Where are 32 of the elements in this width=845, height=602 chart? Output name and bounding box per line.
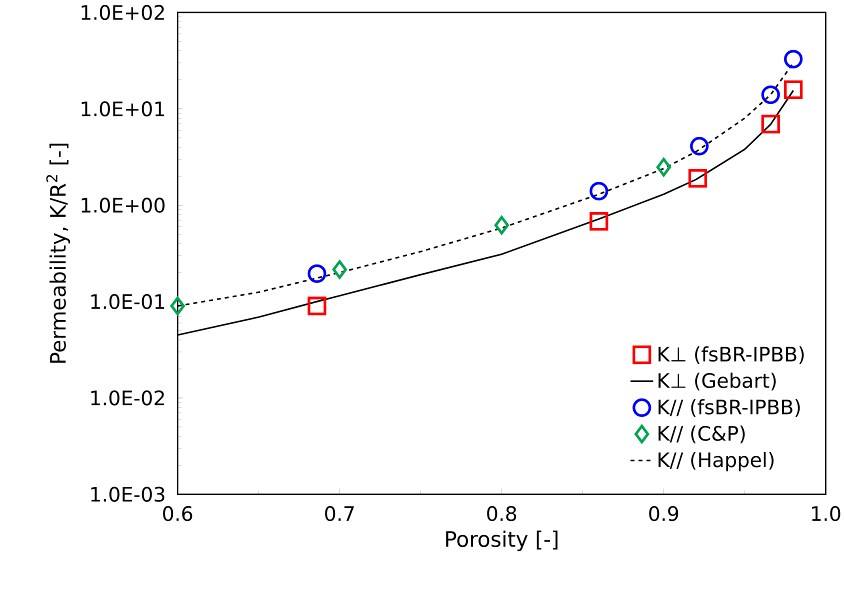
point: [784, 80, 803, 99]
point: [688, 169, 708, 188]
y-axis-title: Permeability, K/R$^{2}$ [-]: [46, 144, 70, 363]
x-tick-label: 1.0: [812, 506, 840, 522]
point: [656, 158, 672, 176]
legend-label: K⊥ (Gebart): [658, 372, 776, 390]
x-tick-label: 0.9: [649, 506, 678, 522]
point: [590, 182, 608, 200]
point: [761, 114, 780, 134]
y-tick-label: 1.0E+02: [82, 4, 164, 20]
legend-label: K// (Happel): [658, 452, 774, 472]
legend-label: K⊥ (fsBR-IPBB): [658, 346, 804, 364]
legend-label: K// (fsBR-IPBB): [658, 399, 800, 417]
y-tick-label: 1.0E-02: [91, 390, 164, 406]
x-tick-label: 0.7: [325, 506, 354, 522]
point: [170, 296, 185, 316]
y-tick-label: 1.0E-01: [91, 294, 164, 310]
point: [494, 216, 509, 235]
x-tick-label: 0.6: [163, 506, 192, 522]
y-tick-label: 1.0E-03: [91, 486, 164, 502]
point: [308, 264, 326, 283]
y-tick-label: 1.0E+00: [82, 198, 165, 213]
legend-label: K// (C&P): [658, 426, 745, 444]
x-axis-title: Porosity [-]: [446, 530, 558, 552]
point: [590, 212, 608, 231]
point: [690, 136, 709, 156]
point: [332, 260, 347, 279]
point: [784, 50, 803, 68]
y-tick-label: 1.0E+01: [82, 101, 164, 116]
point: [761, 85, 780, 104]
x-tick-label: 0.8: [487, 506, 516, 522]
point: [308, 296, 326, 316]
